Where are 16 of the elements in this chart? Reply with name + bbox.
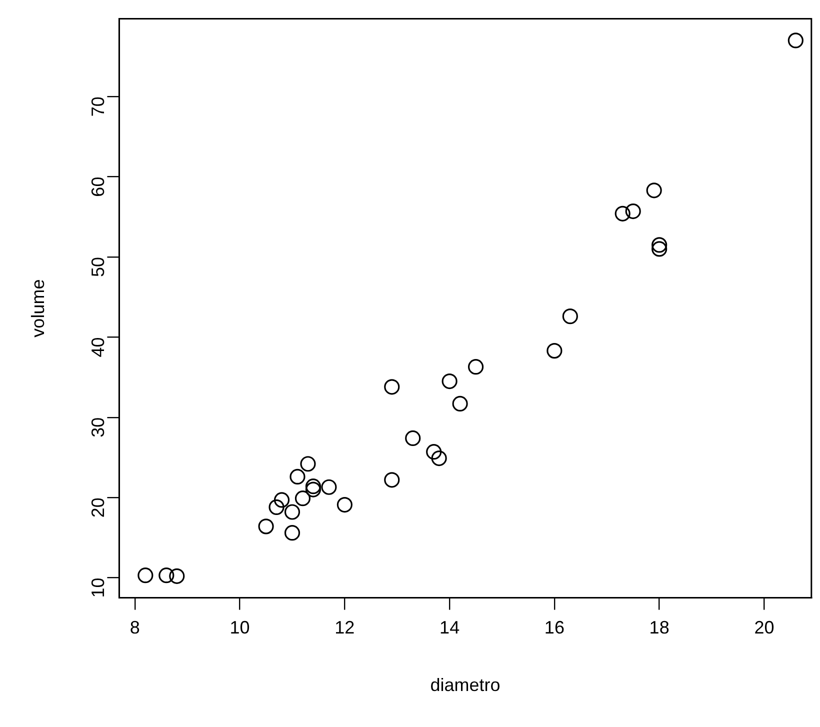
y-tick-label: 10 (88, 578, 108, 598)
x-tick-label: 10 (230, 618, 250, 638)
y-tick-label: 70 (88, 96, 108, 117)
y-tick-label: 30 (88, 417, 108, 438)
x-tick-label: 14 (440, 618, 460, 638)
x-tick-label: 12 (334, 618, 355, 638)
x-axis-title: diametro (430, 675, 500, 696)
x-tick-label: 8 (130, 618, 140, 638)
x-tick-label: 18 (649, 618, 670, 638)
x-tick-label: 16 (544, 618, 564, 638)
y-tick-label: 20 (88, 498, 108, 518)
y-tick-label: 40 (88, 337, 108, 358)
y-tick-label: 60 (88, 176, 108, 197)
y-axis-title: volume (28, 279, 48, 338)
x-tick-label: 20 (754, 618, 774, 638)
y-tick-label: 50 (88, 256, 108, 278)
